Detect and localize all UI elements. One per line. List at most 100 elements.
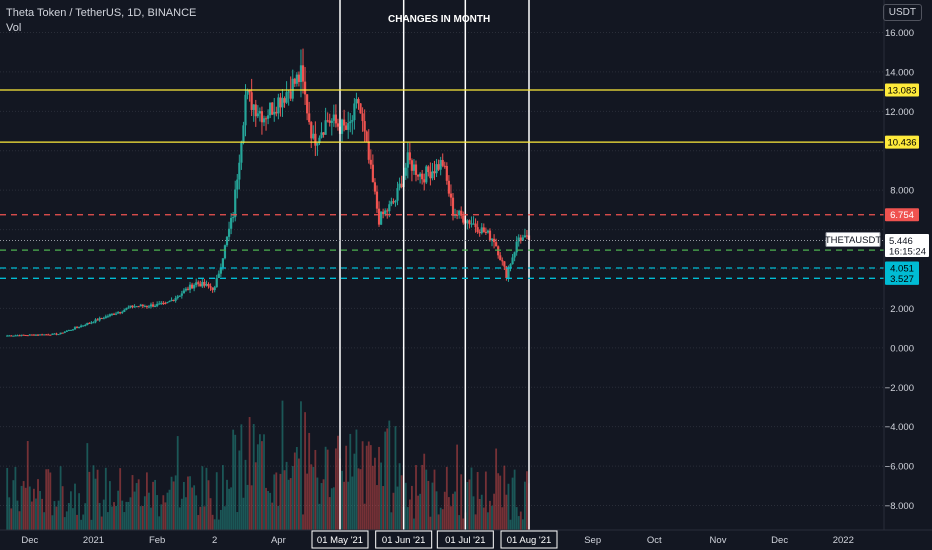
volume-indicator-label[interactable]: Vol [6, 22, 22, 34]
volume-bar [65, 511, 68, 530]
candle-body [343, 119, 346, 126]
candle [256, 105, 259, 119]
volume-bar [187, 476, 189, 530]
volume-bar [250, 485, 253, 530]
candle-body [373, 182, 377, 192]
candle [133, 304, 136, 308]
candle [519, 234, 522, 244]
candle-body [410, 160, 414, 171]
level-label: 10.436 [887, 138, 916, 149]
volume-bar [217, 519, 220, 530]
candle-body [398, 183, 401, 189]
volume-bar [215, 472, 218, 530]
candle-body [230, 217, 233, 229]
candle [330, 118, 333, 136]
candle [225, 236, 229, 247]
month-marker-label-bg [311, 530, 369, 549]
candle-body [182, 290, 185, 294]
candle-body [41, 334, 44, 336]
volume-bar [137, 479, 140, 530]
volume-bar [382, 486, 385, 530]
volume-bar [148, 492, 150, 530]
volume-bar [269, 492, 272, 530]
volume-bar [413, 518, 415, 530]
candle [57, 334, 60, 336]
volume-bar [513, 469, 516, 530]
volume-bar [357, 468, 360, 530]
candle [513, 251, 516, 262]
candle-body [131, 305, 134, 308]
candle [451, 193, 455, 221]
volume-bar [252, 424, 255, 530]
volume-bar [182, 482, 185, 530]
y-tick-label: −6.000 [885, 462, 914, 473]
candle-body [476, 227, 479, 232]
volume-bar [154, 479, 157, 530]
volume-bar [211, 514, 214, 530]
candle-body [32, 334, 36, 336]
month-marker-label: 01 May '21 [317, 535, 363, 546]
candle-body [112, 313, 116, 315]
volume-bar [76, 514, 78, 530]
candle [314, 121, 317, 157]
candle [431, 162, 434, 181]
volume-bar [400, 475, 403, 530]
candle-body [160, 302, 163, 304]
volume-bar [435, 491, 438, 530]
volume-bar [359, 469, 362, 530]
x-tick-label: Oct [647, 535, 662, 546]
level-label-bg [885, 271, 919, 285]
volume-bar [49, 472, 52, 530]
candle-body [14, 335, 17, 337]
volume-bar [408, 499, 411, 530]
candle-body [266, 115, 270, 119]
candle-body [439, 159, 442, 170]
candle [322, 131, 325, 138]
volume-bar [160, 504, 163, 530]
candle-body [453, 214, 457, 216]
candle-body [75, 327, 79, 329]
candle [437, 159, 440, 172]
volume-bar [199, 506, 202, 530]
candle [59, 332, 62, 335]
candle [114, 311, 118, 316]
candle [458, 209, 461, 219]
currency-badge[interactable]: USDT [882, 4, 922, 21]
volume-bar [458, 515, 461, 530]
candle-body [96, 319, 99, 321]
level-label: 4.051 [890, 263, 914, 274]
candle [30, 334, 33, 336]
candle-body [125, 308, 128, 310]
candle-body [225, 236, 229, 246]
candle [433, 160, 436, 180]
candle-body [458, 210, 461, 216]
candle [145, 305, 148, 309]
candle-body [324, 120, 327, 135]
candle-body [71, 329, 75, 331]
candle-body [143, 305, 146, 307]
candle-body [349, 121, 352, 124]
candle [455, 210, 459, 220]
candle-body [322, 132, 325, 135]
volume-bar [289, 478, 292, 530]
candle-body [449, 193, 453, 198]
volume-bar [384, 431, 387, 530]
volume-bar [119, 468, 122, 530]
volume-bar [489, 500, 491, 530]
candle-body [334, 114, 337, 124]
volume-bar [219, 509, 222, 530]
chart-title: CHANGES IN MONTH [388, 14, 491, 25]
candle [312, 125, 315, 140]
x-tick-label: 2 [212, 535, 217, 546]
volume-bar [41, 498, 44, 530]
volume-bar [343, 481, 346, 530]
candle [73, 326, 77, 330]
candle [154, 304, 157, 308]
volume-bar [404, 482, 407, 530]
volume-bar [115, 505, 117, 530]
volume-bar [145, 472, 148, 530]
candle-body [108, 314, 112, 317]
candle [301, 48, 305, 94]
candle [462, 211, 465, 225]
